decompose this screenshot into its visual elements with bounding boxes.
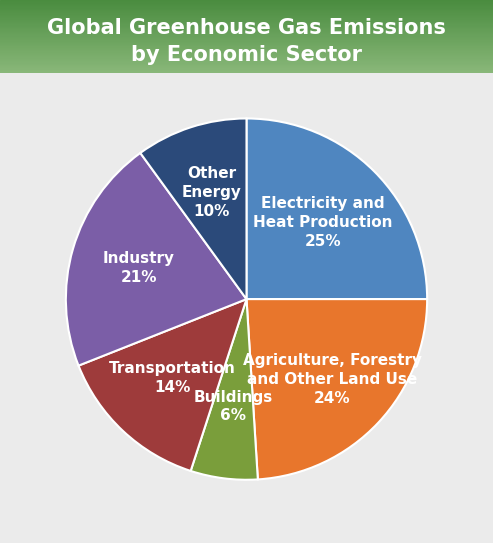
Bar: [0, 50, 493, 51]
Bar: [0, 20, 493, 21]
Bar: [0, 45, 493, 46]
Bar: [0, 42, 493, 43]
Bar: [0, 48, 493, 49]
Bar: [0, 72, 493, 73]
Wedge shape: [78, 299, 246, 471]
Bar: [0, 26, 493, 27]
Bar: [0, 28, 493, 29]
Bar: [0, 44, 493, 45]
Bar: [0, 7, 493, 9]
Bar: [0, 21, 493, 22]
Bar: [0, 14, 493, 15]
Bar: [0, 62, 493, 64]
Bar: [0, 56, 493, 58]
Bar: [0, 53, 493, 54]
Bar: [0, 0, 493, 1]
Bar: [0, 49, 493, 50]
Bar: [0, 34, 493, 35]
Bar: [0, 58, 493, 59]
Bar: [0, 70, 493, 71]
Text: Industry
21%: Industry 21%: [103, 251, 175, 285]
Bar: [0, 64, 493, 65]
Text: Transportation
14%: Transportation 14%: [109, 361, 236, 395]
Bar: [0, 1, 493, 2]
Bar: [0, 4, 493, 5]
Bar: [0, 11, 493, 12]
Bar: [0, 47, 493, 48]
Bar: [0, 31, 493, 33]
Bar: [0, 12, 493, 14]
Wedge shape: [66, 153, 246, 365]
Bar: [0, 6, 493, 8]
Bar: [0, 55, 493, 56]
Bar: [0, 27, 493, 28]
Bar: [0, 54, 493, 55]
Wedge shape: [246, 299, 427, 479]
Text: Buildings
6%: Buildings 6%: [193, 390, 273, 424]
Bar: [0, 2, 493, 4]
Bar: [0, 33, 493, 34]
Bar: [0, 52, 493, 53]
Text: by Economic Sector: by Economic Sector: [131, 45, 362, 65]
Bar: [0, 15, 493, 16]
Bar: [0, 60, 493, 61]
Bar: [0, 40, 493, 41]
Bar: [0, 5, 493, 6]
Bar: [0, 16, 493, 17]
Bar: [0, 43, 493, 44]
Bar: [0, 68, 493, 70]
Bar: [0, 37, 493, 38]
Bar: [0, 17, 493, 18]
Bar: [0, 59, 493, 60]
Wedge shape: [191, 299, 258, 480]
Bar: [0, 61, 493, 62]
Text: Other
Energy
10%: Other Energy 10%: [182, 167, 242, 219]
Bar: [0, 10, 493, 11]
Bar: [0, 66, 493, 67]
Bar: [0, 67, 493, 68]
Bar: [0, 22, 493, 23]
Bar: [0, 24, 493, 26]
Bar: [0, 38, 493, 39]
Bar: [0, 39, 493, 40]
Bar: [0, 29, 493, 30]
Wedge shape: [246, 118, 427, 299]
Text: Electricity and
Heat Production
25%: Electricity and Heat Production 25%: [253, 197, 393, 249]
Text: Global Greenhouse Gas Emissions: Global Greenhouse Gas Emissions: [47, 18, 446, 38]
Bar: [0, 23, 493, 24]
Bar: [0, 71, 493, 72]
Bar: [0, 35, 493, 37]
Text: Agriculture, Forestry
and Other Land Use
24%: Agriculture, Forestry and Other Land Use…: [243, 353, 422, 406]
Bar: [0, 9, 493, 10]
Bar: [0, 18, 493, 20]
Wedge shape: [141, 118, 246, 299]
Bar: [0, 30, 493, 31]
Bar: [0, 65, 493, 66]
